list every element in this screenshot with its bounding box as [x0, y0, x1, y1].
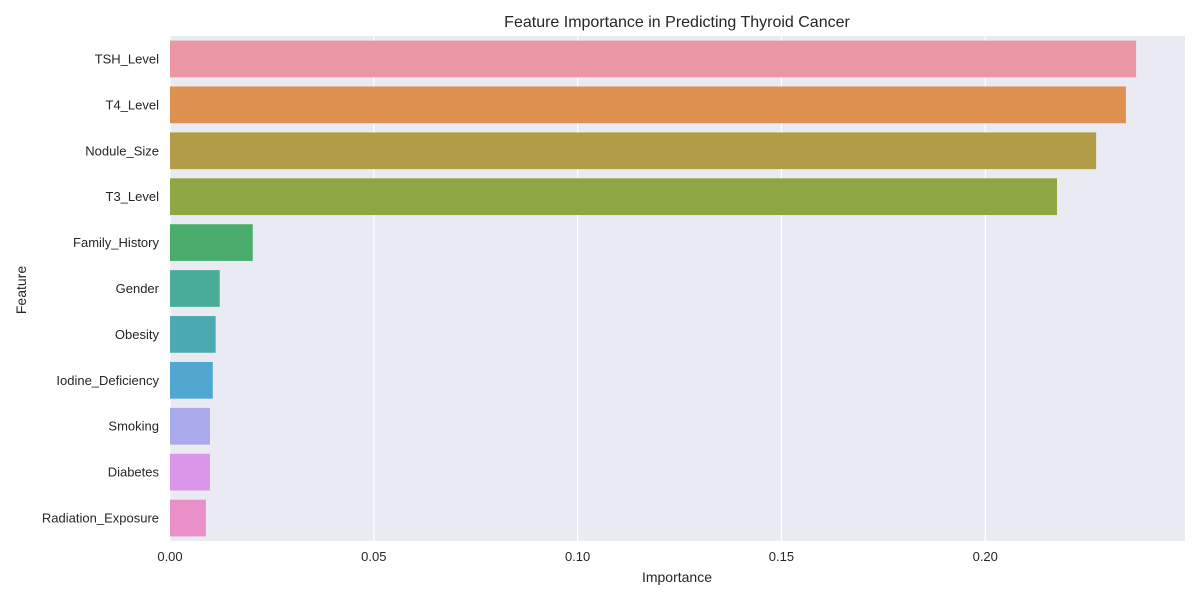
bar-iodine-deficiency	[170, 361, 213, 399]
y-tick-label: Diabetes	[108, 465, 160, 480]
y-tick-label: Smoking	[108, 419, 159, 434]
bar-gender	[170, 270, 220, 307]
bar-smoking	[170, 407, 210, 445]
x-tick-label: 0.00	[157, 549, 182, 564]
x-axis-label: Importance	[642, 569, 712, 585]
bar-obesity	[170, 316, 216, 353]
y-tick-label: Nodule_Size	[85, 143, 159, 158]
x-tick-label: 0.15	[769, 549, 794, 564]
y-tick-label: Gender	[116, 281, 160, 296]
chart-title: Feature Importance in Predicting Thyroid…	[504, 14, 850, 31]
bar-family-history	[170, 224, 253, 261]
y-axis-label: Feature	[13, 266, 29, 314]
x-tick-label: 0.20	[973, 549, 998, 564]
y-tick-label: T4_Level	[106, 97, 160, 112]
bar-nodule-size	[170, 132, 1097, 170]
x-tick-label: 0.10	[565, 549, 590, 564]
y-tick-label: Radiation_Exposure	[42, 511, 159, 526]
y-tick-label: Obesity	[115, 327, 160, 342]
y-tick-label: Iodine_Deficiency	[56, 373, 159, 388]
bars	[170, 40, 1137, 537]
bar-t3-level	[170, 178, 1058, 216]
y-tick-label: TSH_Level	[95, 51, 159, 66]
bar-diabetes	[170, 453, 210, 491]
x-tick-labels: 0.00 0.05 0.10 0.15 0.20	[157, 549, 998, 564]
y-tick-label: T3_Level	[106, 189, 160, 204]
x-tick-label: 0.05	[361, 549, 386, 564]
bar-tsh-level	[170, 40, 1137, 78]
bar-radiation-exposure	[170, 499, 206, 537]
y-tick-label: Family_History	[73, 235, 159, 250]
y-tick-labels: TSH_Level T4_Level Nodule_Size T3_Level Fami…	[42, 51, 160, 525]
bar-t4-level	[170, 86, 1126, 124]
